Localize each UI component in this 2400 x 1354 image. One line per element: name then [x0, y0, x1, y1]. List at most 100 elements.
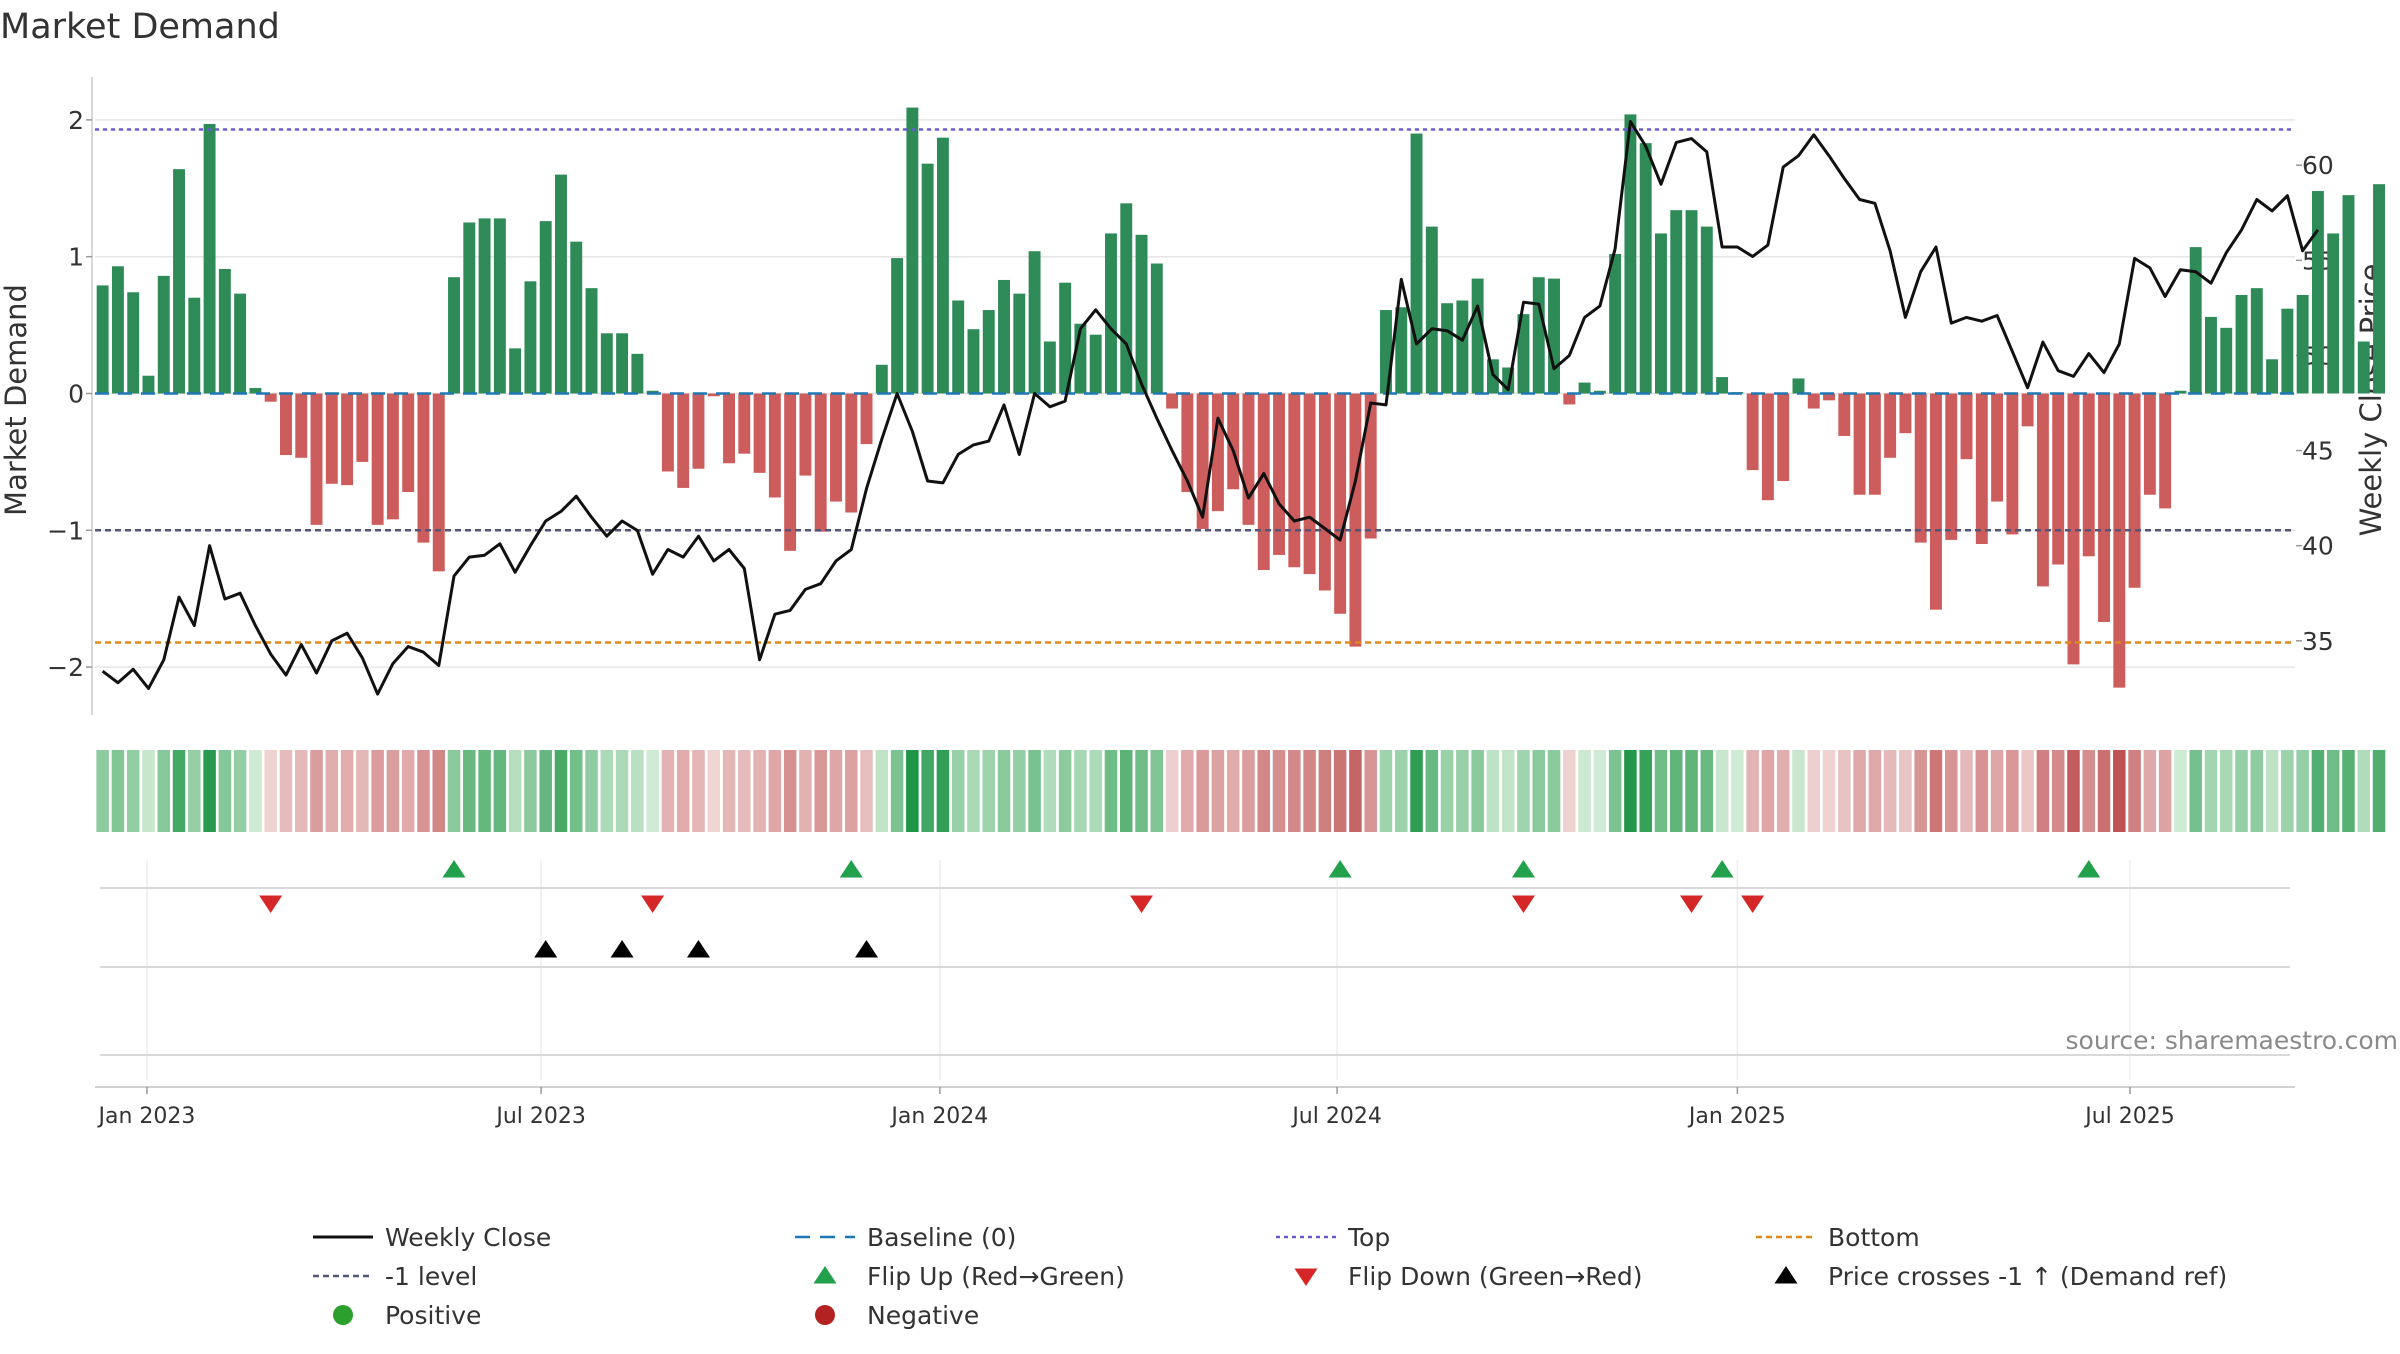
legend-item: Flip Up (Red→Green) — [813, 1262, 1125, 1291]
heat-cell — [1288, 750, 1301, 832]
flip-down-marker — [1511, 895, 1535, 913]
heat-cell — [417, 750, 430, 832]
legend-item: Bottom — [1756, 1223, 1920, 1252]
y2-tick-label: 60 — [2302, 151, 2334, 180]
heat-cell — [1746, 750, 1759, 832]
demand-bar — [356, 393, 369, 462]
heat-cell — [478, 750, 491, 832]
heat-cell — [463, 750, 476, 832]
heat-cell — [1532, 750, 1546, 832]
demand-bar — [1196, 393, 1209, 529]
demand-bar — [1105, 233, 1117, 394]
demand-bar — [1593, 390, 1606, 394]
demand-bar — [1013, 293, 1026, 394]
demand-bar — [2159, 393, 2172, 509]
demand-bar — [188, 297, 201, 394]
heat-cell — [539, 750, 552, 832]
heat-cell — [279, 750, 293, 832]
demand-bar — [1089, 334, 1102, 394]
demand-bar — [1364, 393, 1377, 539]
heat-cell — [1608, 750, 1622, 832]
heat-cell — [661, 750, 675, 832]
heat-cell — [1669, 750, 1683, 832]
heat-cell — [172, 750, 186, 832]
heat-cell — [1425, 750, 1439, 832]
demand-bar — [1502, 367, 1515, 394]
demand-bar — [1334, 393, 1347, 614]
heat-cell — [890, 750, 904, 832]
demand-bar — [1899, 393, 1912, 434]
heat-cell — [1242, 750, 1255, 832]
heat-cell — [1181, 750, 1194, 832]
demand-bar — [1792, 378, 1805, 394]
flip-down-marker — [1680, 895, 1704, 913]
heat-cell — [233, 750, 247, 832]
heat-cell — [1089, 750, 1102, 832]
demand-bar — [2113, 393, 2126, 688]
demand-bar — [218, 269, 231, 394]
heat-cell — [1150, 750, 1164, 832]
demand-bar — [157, 275, 170, 394]
flip-down-marker — [259, 895, 283, 913]
source-label: source: sharemaestro.com — [2066, 1026, 2399, 1055]
demand-bar — [325, 393, 338, 484]
demand-bar — [1150, 263, 1163, 394]
legend-item: Weekly Close — [313, 1223, 551, 1252]
x-tick-label: Jul 2024 — [1290, 1104, 1382, 1129]
heat-cell — [2219, 750, 2233, 832]
heat-cell — [1700, 750, 1714, 832]
heat-cell — [2311, 750, 2325, 832]
demand-bar — [1273, 393, 1285, 555]
heat-cell — [2281, 750, 2294, 832]
demand-bar — [585, 288, 598, 394]
demand-bar — [998, 279, 1010, 394]
demand-bar — [631, 353, 644, 394]
x-tick-label: Jan 2023 — [96, 1104, 195, 1129]
legend-swatch-triangle-up — [1774, 1266, 1798, 1284]
x-axis: Jan 2023 Jul 2023 Jan 2024 Jul 2024 Jan 2025… — [95, 1086, 2295, 1129]
demand-bar — [1991, 393, 2004, 502]
legend-label: Flip Down (Green→Red) — [1348, 1262, 1643, 1291]
heat-cell — [2235, 750, 2248, 832]
legend-label: Price crosses -1 ↑ (Demand ref) — [1828, 1262, 2227, 1291]
demand-bar — [1425, 226, 1438, 394]
demand-bar — [1166, 393, 1179, 409]
flip-up-marker — [1328, 860, 1352, 878]
heat-cell — [2174, 750, 2187, 832]
heat-cell — [96, 750, 109, 832]
demand-bar — [1930, 393, 1942, 610]
heat-cell — [447, 750, 461, 832]
heat-cell — [600, 750, 614, 832]
demand-bar — [1960, 393, 1973, 460]
event-panels: source: sharemaestro.com — [100, 860, 2398, 1080]
heat-cell — [1685, 750, 1698, 832]
demand-bar — [1517, 314, 1530, 394]
legend-item: Baseline (0) — [795, 1223, 1016, 1252]
heat-cell — [982, 750, 996, 832]
demand-bar — [753, 393, 766, 473]
price-cross-marker — [855, 940, 879, 958]
heat-cell — [997, 750, 1011, 832]
demand-bar — [1945, 393, 1958, 540]
heat-cell — [2250, 750, 2264, 832]
heat-cell — [1838, 750, 1851, 832]
legend-item: -1 level — [313, 1262, 477, 1291]
heat-cell — [1944, 750, 1958, 832]
demand-bar — [891, 258, 904, 394]
demand-bar — [2296, 294, 2309, 394]
heat-cell — [768, 750, 782, 832]
demand-bar — [2327, 233, 2340, 394]
heat-cell — [1868, 750, 1882, 832]
heat-cell — [2097, 750, 2111, 832]
x-tick-label: Jan 2024 — [889, 1104, 988, 1129]
demand-bar — [173, 169, 185, 394]
flip-up-marker — [1511, 860, 1535, 878]
heat-cell — [1471, 750, 1484, 832]
heat-cell — [676, 750, 690, 832]
heat-cell — [432, 750, 446, 832]
heat-cell — [310, 750, 323, 832]
demand-bar — [2281, 308, 2294, 394]
heat-cell — [1028, 750, 1041, 832]
